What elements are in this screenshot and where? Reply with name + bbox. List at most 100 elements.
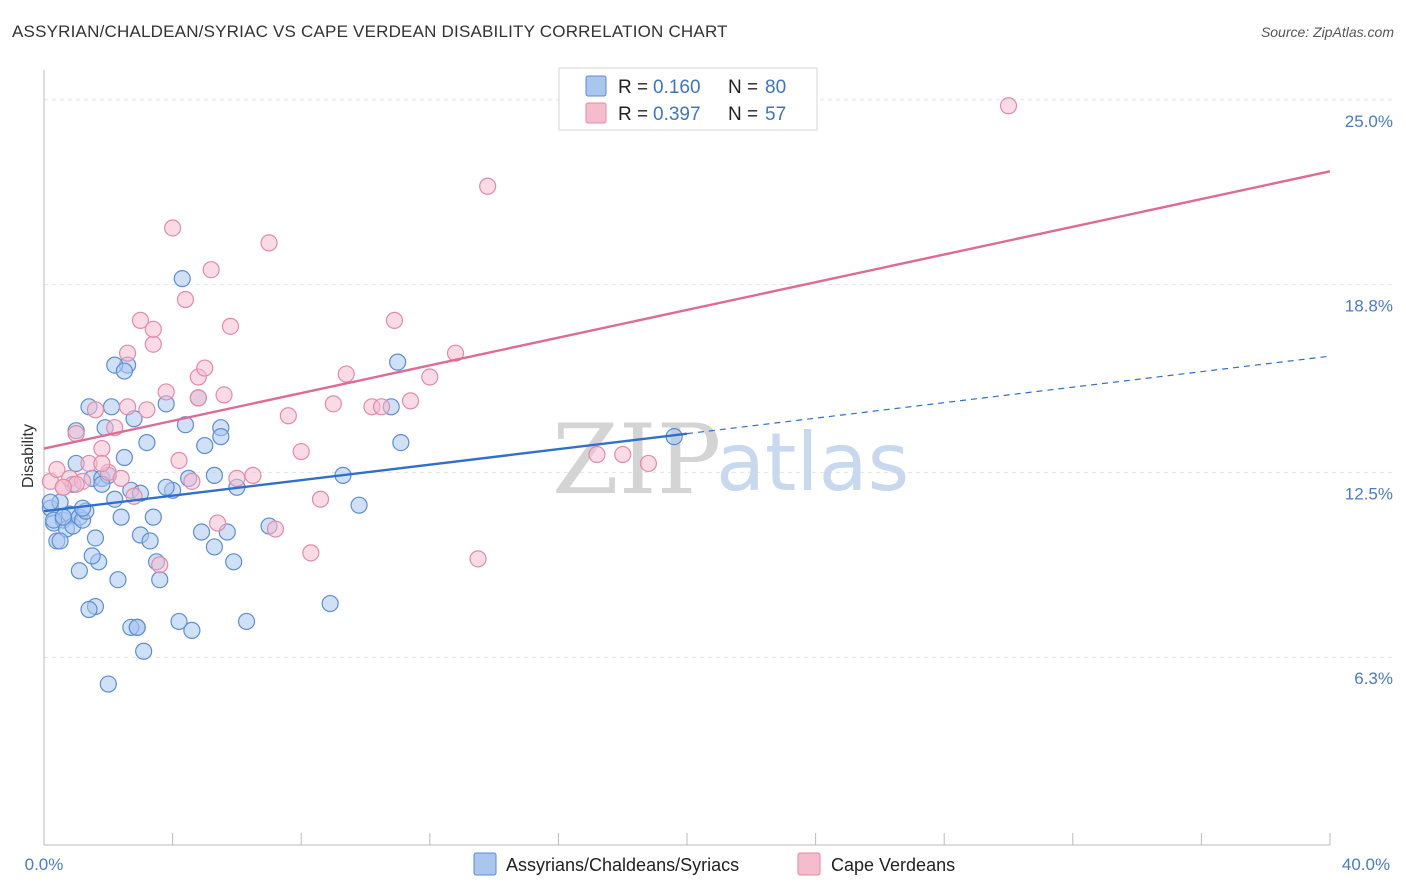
pink-point	[311, 490, 330, 508]
pink-point	[48, 460, 66, 479]
pink-point	[279, 407, 297, 425]
pink-point	[189, 389, 207, 407]
blue-point	[350, 496, 368, 514]
y-tick-labels: 6.3% 12.5% 18.8% 25.0%	[1345, 112, 1393, 688]
pink-point	[999, 97, 1018, 115]
pink-point	[228, 469, 246, 487]
blue-point	[138, 433, 156, 452]
watermark-zip: ZIP	[552, 404, 721, 516]
data-points	[41, 97, 1018, 693]
blue-point	[115, 362, 133, 380]
pink-point	[588, 445, 606, 464]
blue-point	[106, 490, 124, 508]
legend-n-label-2: N =	[728, 104, 758, 125]
pink-point	[54, 478, 72, 496]
pink-point	[401, 392, 420, 410]
pink-point	[202, 261, 220, 279]
pink-point	[446, 344, 465, 362]
blue-point	[321, 594, 339, 613]
blue-point	[141, 532, 159, 550]
pink-point	[112, 469, 130, 487]
grid-lines	[44, 99, 1394, 658]
pink-point	[164, 219, 182, 237]
blue-point	[237, 612, 256, 631]
blue-trend-line-extension	[686, 355, 1331, 435]
pink-point	[385, 311, 404, 329]
blue-point	[109, 571, 127, 589]
y-tick-label: 25.0%	[1345, 112, 1393, 131]
blue-point	[112, 508, 130, 526]
y-axis-label: Disability	[20, 424, 37, 488]
pink-point	[118, 398, 137, 416]
series-legend-label-1: Assyrians/Chaldeans/Syriacs	[506, 855, 739, 875]
blue-point	[54, 508, 72, 526]
blue-point	[99, 675, 117, 693]
pink-point	[209, 514, 227, 532]
blue-point	[80, 600, 98, 619]
blue-point	[205, 466, 223, 484]
blue-point	[183, 621, 201, 639]
legend-r-label-1: R =	[618, 77, 648, 98]
x-tick-label: 40.0%	[1342, 855, 1390, 874]
blue-point	[70, 562, 88, 580]
blue-trend-line	[43, 432, 688, 513]
pink-point	[176, 290, 195, 309]
legend-n-value-2: 57	[765, 104, 786, 125]
axes	[43, 70, 1331, 846]
source-credit: Source: ZipAtlas.com	[1260, 24, 1394, 40]
pink-point	[372, 398, 391, 416]
blue-point	[389, 353, 407, 371]
blue-point	[86, 529, 105, 547]
pink-point	[151, 556, 169, 574]
blue-point	[225, 553, 243, 571]
y-tick-label: 6.3%	[1354, 669, 1393, 688]
x-tick-labels: 0.0% 40.0%	[25, 855, 1390, 874]
pink-point	[266, 520, 285, 538]
pink-point	[118, 344, 137, 362]
stats-legend: R = 0.160 N = 80 R = 0.397 N = 57	[558, 67, 818, 131]
blue-point	[51, 532, 69, 550]
pink-point	[131, 311, 150, 329]
pink-point	[215, 386, 233, 404]
pink-point	[421, 368, 439, 386]
pink-point	[324, 395, 342, 413]
pink-point	[292, 442, 310, 461]
pink-point	[614, 445, 632, 464]
legend-n-label-1: N =	[728, 77, 758, 98]
blue-point	[115, 448, 133, 467]
blue-point	[205, 538, 223, 556]
legend-r-value-2: 0.397	[653, 104, 701, 125]
blue-point	[128, 618, 146, 637]
pink-point	[183, 472, 201, 490]
blue-point	[102, 398, 121, 416]
blue-point	[135, 642, 153, 660]
blue-point	[196, 436, 214, 455]
pink-point	[144, 320, 162, 338]
legend-swatch-blue	[585, 75, 607, 97]
pink-point	[244, 466, 262, 484]
y-tick-label: 18.8%	[1345, 297, 1393, 316]
blue-point	[170, 612, 188, 631]
pink-trend-line	[43, 170, 1331, 450]
watermark-atlas: atlas	[716, 416, 909, 509]
pink-point	[196, 359, 214, 377]
series-legend-swatch-pink	[797, 852, 821, 876]
pink-point	[157, 383, 175, 401]
pink-point	[170, 451, 188, 470]
pink-point	[93, 454, 111, 473]
pink-point	[337, 365, 355, 383]
pink-point	[138, 401, 156, 419]
legend-n-value-1: 80	[765, 77, 786, 98]
blue-point	[173, 270, 191, 288]
blue-point	[212, 428, 230, 446]
watermark: ZIP atlas	[552, 404, 909, 516]
blue-point	[41, 493, 60, 511]
pink-point	[479, 177, 497, 195]
chart-title: ASSYRIAN/CHALDEAN/SYRIAC VS CAPE VERDEAN…	[12, 22, 728, 41]
legend-r-value-1: 0.160	[653, 77, 701, 98]
pink-point	[93, 439, 111, 458]
pink-point	[221, 317, 240, 335]
blue-point	[144, 508, 162, 526]
blue-point	[392, 433, 410, 452]
pink-point	[302, 544, 320, 562]
